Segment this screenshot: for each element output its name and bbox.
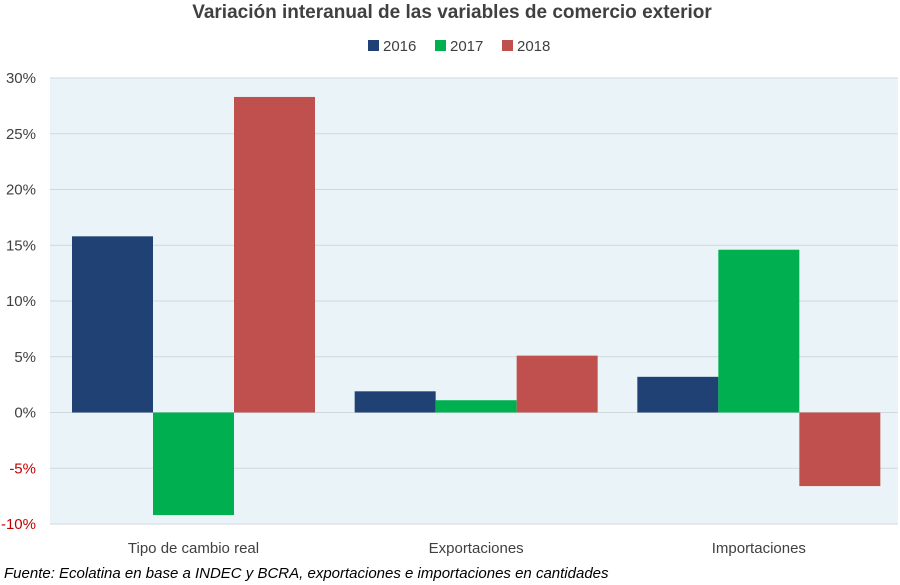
bar-2018-1 bbox=[516, 355, 598, 413]
y-tick-label: -10% bbox=[1, 516, 36, 533]
legend-swatch-2016 bbox=[368, 40, 379, 51]
x-category-label: Tipo de cambio real bbox=[128, 540, 259, 557]
y-tick-label: 5% bbox=[14, 349, 36, 366]
y-tick-label: 0% bbox=[14, 405, 36, 422]
source-note: Fuente: Ecolatina en base a INDEC y BCRA… bbox=[4, 565, 609, 582]
y-tick-label: 10% bbox=[6, 293, 36, 310]
y-tick-label: 15% bbox=[6, 237, 36, 254]
bar-2016-2 bbox=[637, 376, 719, 413]
bar-2018-0 bbox=[234, 96, 315, 413]
bar-2017-1 bbox=[435, 400, 517, 413]
legend-swatch-2018 bbox=[502, 40, 513, 51]
x-category-label: Importaciones bbox=[712, 540, 806, 557]
legend-label-2017: 2017 bbox=[450, 38, 483, 55]
y-tick-label: 20% bbox=[6, 182, 36, 199]
x-category-label: Exportaciones bbox=[429, 540, 524, 557]
legend-label-2018: 2018 bbox=[517, 38, 550, 55]
y-tick-label: -5% bbox=[9, 460, 36, 477]
legend-label-2016: 2016 bbox=[383, 38, 416, 55]
bar-2017-2 bbox=[718, 249, 800, 413]
chart-title: Variación interanual de las variables de… bbox=[192, 2, 712, 23]
bar-2018-2 bbox=[799, 412, 881, 487]
y-tick-label: 30% bbox=[6, 70, 36, 87]
legend-swatch-2017 bbox=[435, 40, 446, 51]
bar-2016-1 bbox=[354, 391, 436, 413]
bar-2016-0 bbox=[72, 236, 153, 413]
bar-2017-0 bbox=[153, 412, 234, 516]
y-tick-label: 25% bbox=[6, 126, 36, 143]
